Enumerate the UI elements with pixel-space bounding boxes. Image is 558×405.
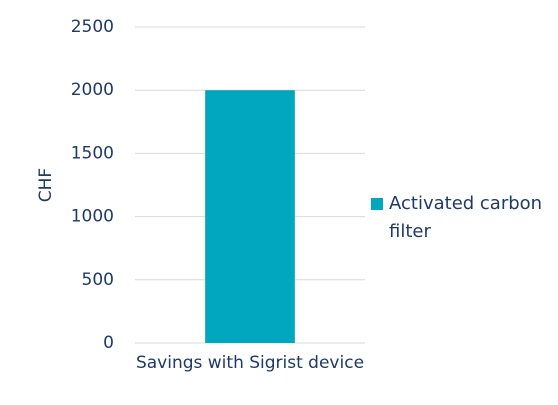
legend: Activated carbon filter xyxy=(371,190,549,246)
legend-swatch xyxy=(371,198,383,210)
y-tick-label: 2500 xyxy=(71,17,114,37)
y-tick-label: 0 xyxy=(103,333,114,353)
x-tick-label: Savings with Sigrist device xyxy=(136,353,364,373)
bar xyxy=(205,90,295,343)
y-tick-label: 500 xyxy=(82,270,114,290)
y-tick-label: 2000 xyxy=(71,80,114,100)
y-tick-label: 1500 xyxy=(71,143,114,163)
legend-label: Activated carbon filter xyxy=(389,193,543,242)
legend-item: Activated carbon filter xyxy=(371,190,549,246)
y-axis-label: CHF xyxy=(36,168,56,202)
y-tick-label: 1000 xyxy=(71,207,114,227)
